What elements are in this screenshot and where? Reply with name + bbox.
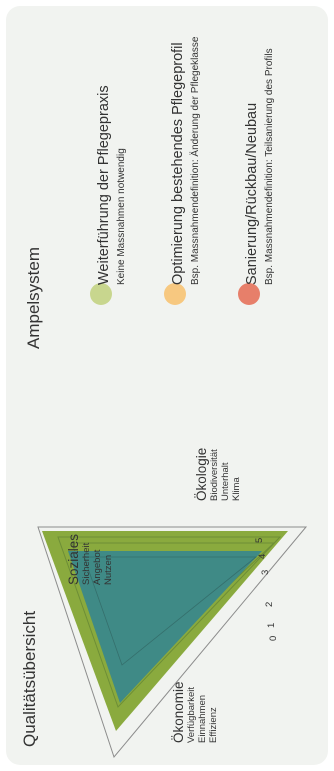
- scale-tick-5: 5: [254, 537, 265, 543]
- axis-oekonomie: Ökonomie Verfügbarkeit Einnahmen Effizie…: [171, 681, 219, 743]
- radar-value-area: [68, 551, 262, 703]
- radar-level-4: [57, 536, 282, 708]
- rotated-content: Qualitätsübersicht 5 4 3 2 1 0 Ökonomie …: [6, 6, 328, 765]
- legend-dot-red: [238, 283, 260, 305]
- legend-item-1-subtitle: Keine Massnahmen notwendig: [116, 148, 127, 285]
- axis-soziales-title: Soziales: [66, 533, 81, 585]
- axis-oekologie-sub-1: Biodiversität: [209, 449, 220, 501]
- axis-soziales-sub-1: Sicherheit: [81, 542, 92, 585]
- axis-soziales-sub-3: Nutzen: [103, 554, 114, 585]
- legend-dot-orange: [164, 283, 186, 305]
- axis-soziales: Soziales Sicherheit Angebot Nutzen: [66, 534, 114, 585]
- legend-dot-green: [90, 283, 112, 305]
- scale-tick-4: 4: [257, 553, 268, 559]
- radar-outline: [37, 526, 308, 759]
- axis-oekonomie-sub-3: Effizienz: [208, 707, 219, 743]
- traffic-light-title: Ampelsystem: [24, 246, 43, 349]
- scale-tick-2: 2: [264, 601, 275, 607]
- scale-tick-3: 3: [260, 569, 271, 575]
- axis-oekonomie-sub-2: Einnahmen: [197, 694, 208, 743]
- legend-item-1-title: Weiterführung der Pflegepraxis: [96, 85, 112, 285]
- axis-oekologie-title: Ökologie: [194, 447, 209, 501]
- legend-item-2-title: Optimierung bestehendes Pflegeprofil: [170, 42, 186, 285]
- axis-oekonomie-title: Ökonomie: [171, 681, 186, 743]
- quality-radar-chart: [37, 526, 308, 759]
- axis-oekologie-sub-3: Klima: [231, 477, 242, 501]
- axis-oekonomie-sub-1: Verfügbarkeit: [186, 687, 197, 743]
- scale-tick-1: 1: [266, 622, 277, 628]
- legend-item-3-subtitle: Bsp. Massnahmendefinition: Teilsanierung…: [264, 48, 275, 285]
- radar-level-2: [83, 556, 258, 666]
- quality-card: Qualitätsübersicht 5 4 3 2 1 0 Ökonomie …: [6, 6, 328, 765]
- axis-oekologie: Ökologie Biodiversität Unterhalt Klima: [194, 448, 242, 501]
- axis-soziales-sub-2: Angebot: [92, 549, 103, 585]
- scale-tick-0: 0: [268, 635, 279, 641]
- legend-item-3-title: Sanierung/Rückbau/Neubau: [244, 102, 260, 285]
- axis-oekologie-sub-2: Unterhalt: [220, 462, 231, 501]
- legend-item-2-subtitle: Bsp. Massnahmendefinition: Änderung der …: [190, 36, 201, 285]
